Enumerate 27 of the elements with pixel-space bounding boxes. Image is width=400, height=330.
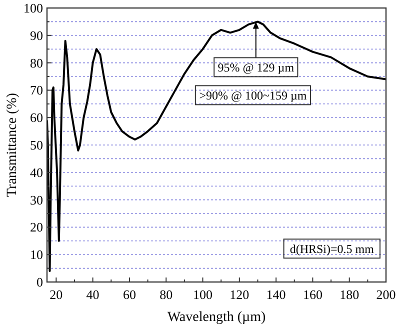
y-tick-label: 50	[30, 138, 43, 152]
annotation: >90% @ 100~159 µm	[199, 88, 308, 103]
x-tick-label: 60	[122, 287, 136, 302]
y-tick-label: 60	[30, 110, 43, 126]
y-tick-label: 30	[30, 192, 43, 208]
x-tick-label: 160	[302, 287, 322, 302]
y-tick-label: 0	[36, 274, 43, 290]
y-axis-title: Transmittance (%)	[5, 92, 20, 198]
x-tick-label: 180	[340, 287, 360, 302]
y-tick-label: 90	[30, 28, 43, 43]
y-tick-label: 40	[30, 164, 43, 180]
line-series	[47, 20, 386, 272]
x-tick-label: 200	[376, 287, 396, 302]
y-tick-label: 70	[30, 82, 43, 98]
y-tick-label: 10	[30, 247, 43, 262]
y-tick-label: 100	[24, 0, 43, 16]
x-tick-label: 120	[230, 287, 250, 302]
x-tick-label: 20	[50, 287, 63, 302]
x-tick-label: 100	[193, 287, 213, 302]
x-tick-label: 80	[160, 287, 173, 302]
annotation: d(HRSi)=0.5 mm	[290, 242, 375, 256]
y-tick-label: 20	[30, 220, 43, 235]
y-tick-label: 80	[30, 55, 43, 70]
x-tick-label: 140	[266, 287, 286, 302]
x-axis-title: Wavelength (µm)	[167, 310, 266, 325]
annotation: 95% @ 129 µm	[218, 60, 295, 75]
x-tick-label: 40	[86, 287, 100, 302]
